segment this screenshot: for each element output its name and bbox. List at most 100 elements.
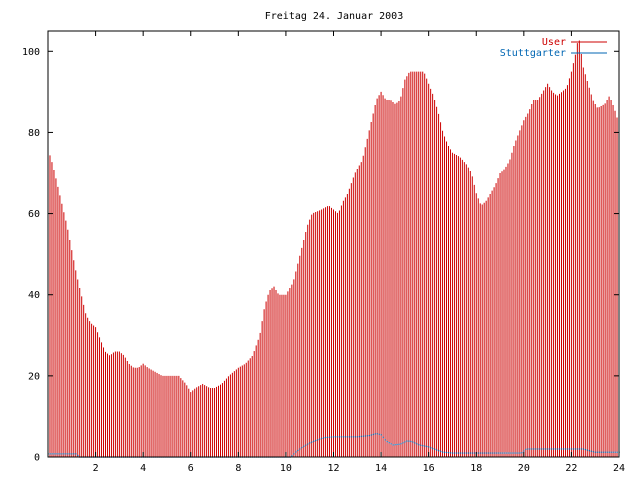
stuttgarter-point — [588, 450, 590, 452]
stuttgarter-point — [487, 452, 489, 454]
stuttgarter-point — [432, 447, 434, 450]
stuttgarter-point — [315, 439, 317, 442]
stuttgarter-point — [489, 452, 491, 454]
stuttgarter-point — [336, 436, 339, 438]
stuttgarter-point — [541, 448, 543, 450]
stuttgarter-point — [424, 445, 426, 447]
stuttgarter-point — [299, 448, 301, 450]
x-tick-label: 2 — [93, 463, 99, 474]
stuttgarter-point — [513, 452, 515, 454]
stuttgarter-point — [614, 451, 616, 453]
stuttgarter-point — [543, 448, 545, 450]
stuttgarter-point — [521, 452, 523, 454]
stuttgarter-point — [356, 436, 358, 438]
stuttgarter-point — [313, 440, 315, 442]
stuttgarter-point — [602, 451, 604, 453]
stuttgarter-point — [418, 444, 420, 446]
x-tick-label: 12 — [327, 463, 339, 474]
stuttgarter-point — [469, 452, 472, 454]
stuttgarter-point — [568, 448, 571, 450]
stuttgarter-point — [65, 453, 67, 455]
stuttgarter-point — [539, 448, 541, 450]
legend-label-user: User — [542, 37, 566, 48]
stuttgarter-point — [400, 443, 402, 445]
stuttgarter-point — [374, 433, 376, 435]
stuttgarter-point — [578, 448, 581, 450]
stuttgarter-point — [505, 452, 507, 454]
y-tick-label: 0 — [34, 453, 40, 464]
stuttgarter-point — [49, 453, 51, 455]
legend: User Stuttgarter — [500, 37, 607, 59]
stuttgarter-point — [582, 448, 585, 450]
stuttgarter-point — [566, 448, 569, 450]
stuttgarter-point — [440, 450, 442, 453]
stuttgarter-point — [372, 433, 374, 436]
stuttgarter-point — [69, 453, 71, 455]
stuttgarter-point — [612, 451, 614, 453]
stuttgarter-point — [483, 452, 485, 454]
stuttgarter-point — [362, 435, 364, 437]
stuttgarter-point — [386, 440, 388, 443]
stuttgarter-point — [321, 437, 323, 440]
stuttgarter-point — [430, 447, 432, 449]
stuttgarter-point — [434, 448, 436, 450]
stuttgarter-point — [537, 448, 539, 450]
stuttgarter-point — [493, 452, 495, 454]
stuttgarter-point — [352, 436, 355, 438]
x-tick-label: 18 — [470, 463, 482, 474]
stuttgarter-point — [416, 443, 418, 445]
stuttgarter-point — [471, 452, 473, 454]
stuttgarter-point — [572, 448, 575, 450]
stuttgarter-point — [309, 442, 311, 444]
stuttgarter-point — [307, 443, 309, 445]
stuttgarter-point — [491, 452, 493, 454]
stuttgarter-point — [485, 452, 487, 454]
stuttgarter-point — [53, 453, 55, 455]
stuttgarter-point — [529, 448, 531, 450]
stuttgarter-point — [457, 452, 460, 454]
stuttgarter-point — [366, 435, 368, 437]
stuttgarter-point — [574, 448, 577, 450]
stuttgarter-point — [382, 436, 384, 438]
stuttgarter-point — [455, 452, 458, 454]
stuttgarter-point — [451, 452, 454, 454]
stuttgarter-point — [378, 433, 380, 435]
x-tick-label: 16 — [423, 463, 435, 474]
stuttgarter-point — [293, 453, 295, 455]
stuttgarter-point — [580, 448, 583, 450]
stuttgarter-point — [497, 452, 499, 454]
stuttgarter-point — [465, 452, 468, 454]
stuttgarter-point — [561, 448, 563, 450]
stuttgarter-point — [438, 450, 440, 452]
stuttgarter-point — [394, 444, 396, 446]
stuttgarter-point — [51, 453, 53, 455]
stuttgarter-point — [449, 452, 452, 454]
stuttgarter-point — [384, 439, 386, 441]
y-tick-label: 100 — [22, 47, 40, 58]
stuttgarter-point — [406, 440, 408, 442]
stuttgarter-point — [553, 448, 555, 450]
stuttgarter-point — [479, 452, 481, 454]
y-tick-label: 40 — [28, 290, 40, 301]
stuttgarter-point — [404, 441, 406, 443]
stuttgarter-point — [495, 452, 497, 454]
stuttgarter-point — [533, 448, 535, 450]
stuttgarter-point — [576, 448, 579, 450]
stuttgarter-point — [301, 446, 303, 449]
stuttgarter-point — [334, 436, 337, 438]
stuttgarter-point — [364, 435, 366, 437]
stuttgarter-point — [616, 451, 618, 453]
user-series-bars — [47, 40, 620, 457]
stuttgarter-point — [473, 452, 475, 454]
stuttgarter-point — [447, 452, 450, 454]
stuttgarter-point — [319, 438, 321, 440]
stuttgarter-point — [412, 441, 414, 443]
x-tick-label: 20 — [518, 463, 530, 474]
stuttgarter-point — [346, 436, 349, 438]
stuttgarter-point — [570, 448, 573, 450]
stuttgarter-point — [545, 448, 547, 450]
stuttgarter-point — [584, 448, 586, 451]
stuttgarter-point — [507, 452, 509, 454]
y-tick-label: 80 — [28, 128, 40, 139]
